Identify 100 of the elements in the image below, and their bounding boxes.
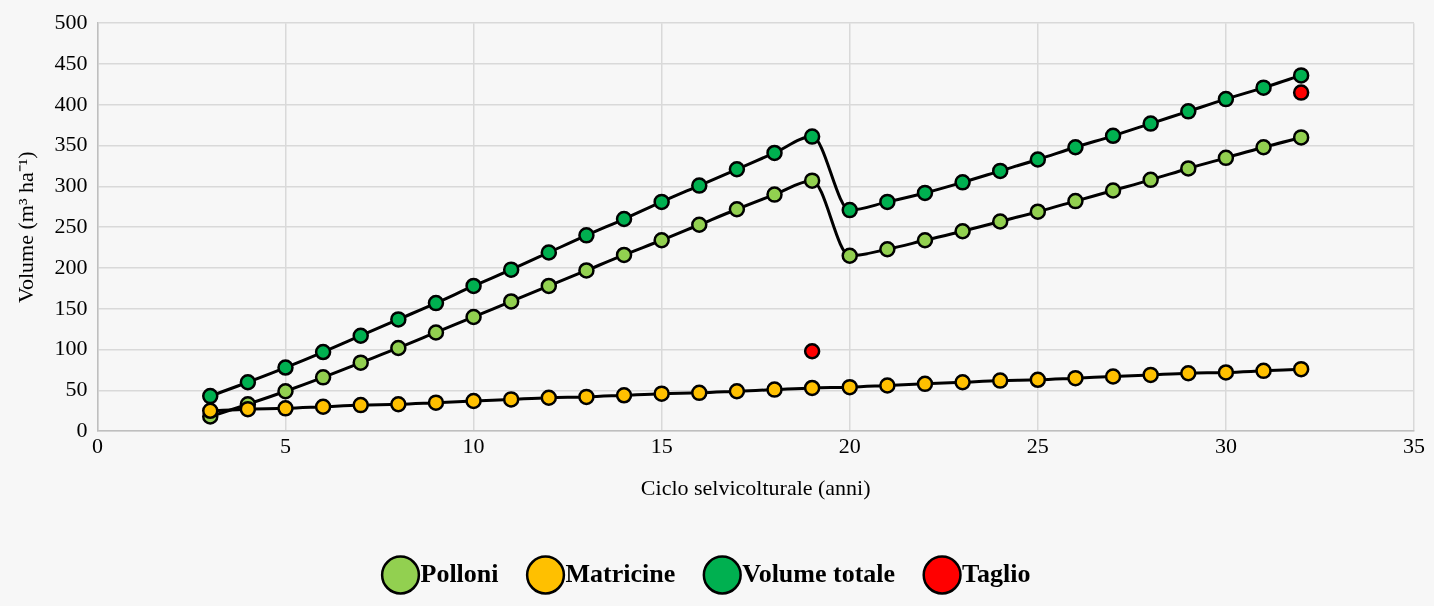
point <box>615 246 633 264</box>
y-tick-label: 50 <box>65 376 88 402</box>
point <box>239 373 257 391</box>
point <box>1029 151 1047 168</box>
point <box>1142 171 1159 189</box>
point <box>1292 360 1310 378</box>
point <box>578 388 595 406</box>
point <box>277 400 294 417</box>
legend-label: Matricine <box>565 558 676 588</box>
point <box>841 201 858 219</box>
point <box>1104 182 1122 199</box>
x-tick-label: 30 <box>1214 433 1237 459</box>
point <box>1292 67 1310 84</box>
point <box>1067 192 1084 210</box>
point <box>766 381 783 398</box>
point <box>1217 364 1235 381</box>
y-axis-title: Volume (m³ ha⁻¹) <box>12 151 38 304</box>
point <box>1255 138 1272 156</box>
point <box>390 311 407 328</box>
point <box>691 216 708 233</box>
point <box>390 339 407 357</box>
point <box>277 382 294 400</box>
point <box>1142 115 1159 132</box>
point <box>841 247 858 265</box>
point <box>427 324 445 341</box>
point <box>803 342 821 360</box>
x-tick-label: 25 <box>1026 433 1049 459</box>
legend-label: Polloni <box>420 558 499 588</box>
point <box>465 277 482 295</box>
point <box>1104 127 1122 145</box>
point <box>691 384 708 402</box>
y-tick-label: 150 <box>54 294 88 320</box>
legend-label: Volume totale <box>742 558 896 588</box>
point <box>728 161 746 178</box>
point <box>540 244 558 261</box>
point <box>728 382 746 400</box>
y-tick-label: 450 <box>54 49 88 75</box>
point <box>578 262 595 279</box>
x-tick-label: 35 <box>1403 433 1425 459</box>
point <box>916 375 934 393</box>
point <box>1180 160 1197 177</box>
point <box>1292 129 1310 146</box>
point <box>653 232 670 249</box>
point <box>390 396 407 413</box>
point <box>803 379 821 397</box>
y-tick-label: 250 <box>54 212 88 238</box>
point <box>653 193 670 211</box>
point <box>954 373 971 391</box>
point <box>578 227 595 244</box>
point <box>540 389 558 406</box>
point <box>1180 103 1197 120</box>
point <box>277 359 294 376</box>
point <box>1029 371 1047 389</box>
point <box>465 392 482 410</box>
point <box>615 387 633 404</box>
point <box>202 387 219 405</box>
point <box>465 308 482 326</box>
legend-label: Taglio <box>962 558 1031 588</box>
y-tick-label: 400 <box>54 90 88 116</box>
x-tick-label: 5 <box>279 433 291 459</box>
point <box>427 294 445 312</box>
point <box>502 391 520 408</box>
y-tick-label: 100 <box>54 335 88 361</box>
point <box>1104 368 1122 385</box>
point <box>1180 365 1197 382</box>
point <box>314 343 332 361</box>
point <box>540 277 558 295</box>
point <box>879 377 896 394</box>
point <box>1067 369 1084 387</box>
point <box>991 213 1009 230</box>
point <box>653 385 670 402</box>
x-tick-label: 10 <box>462 433 485 459</box>
point <box>803 128 821 145</box>
y-tick-label: 200 <box>54 253 88 279</box>
point <box>728 201 746 218</box>
point <box>991 372 1009 389</box>
point <box>502 261 520 278</box>
y-tick-label: 350 <box>54 131 88 157</box>
point <box>766 144 783 162</box>
point <box>1217 149 1235 167</box>
point <box>239 400 257 418</box>
point <box>879 240 896 258</box>
point <box>352 327 369 344</box>
point <box>314 398 332 415</box>
x-tick-label: 15 <box>650 433 673 459</box>
point <box>1217 90 1235 108</box>
point <box>954 174 971 191</box>
point <box>1142 366 1159 384</box>
x-axis-title: Ciclo selvicolturale (anni) <box>640 474 871 500</box>
y-tick-label: 500 <box>54 8 88 34</box>
point <box>502 293 520 310</box>
point <box>1255 362 1272 380</box>
point <box>1067 138 1084 156</box>
point <box>916 184 934 202</box>
point <box>615 210 633 228</box>
y-tick-label: 300 <box>54 172 88 198</box>
point <box>766 186 783 203</box>
point <box>879 193 896 211</box>
point <box>803 172 821 189</box>
point <box>841 378 858 396</box>
